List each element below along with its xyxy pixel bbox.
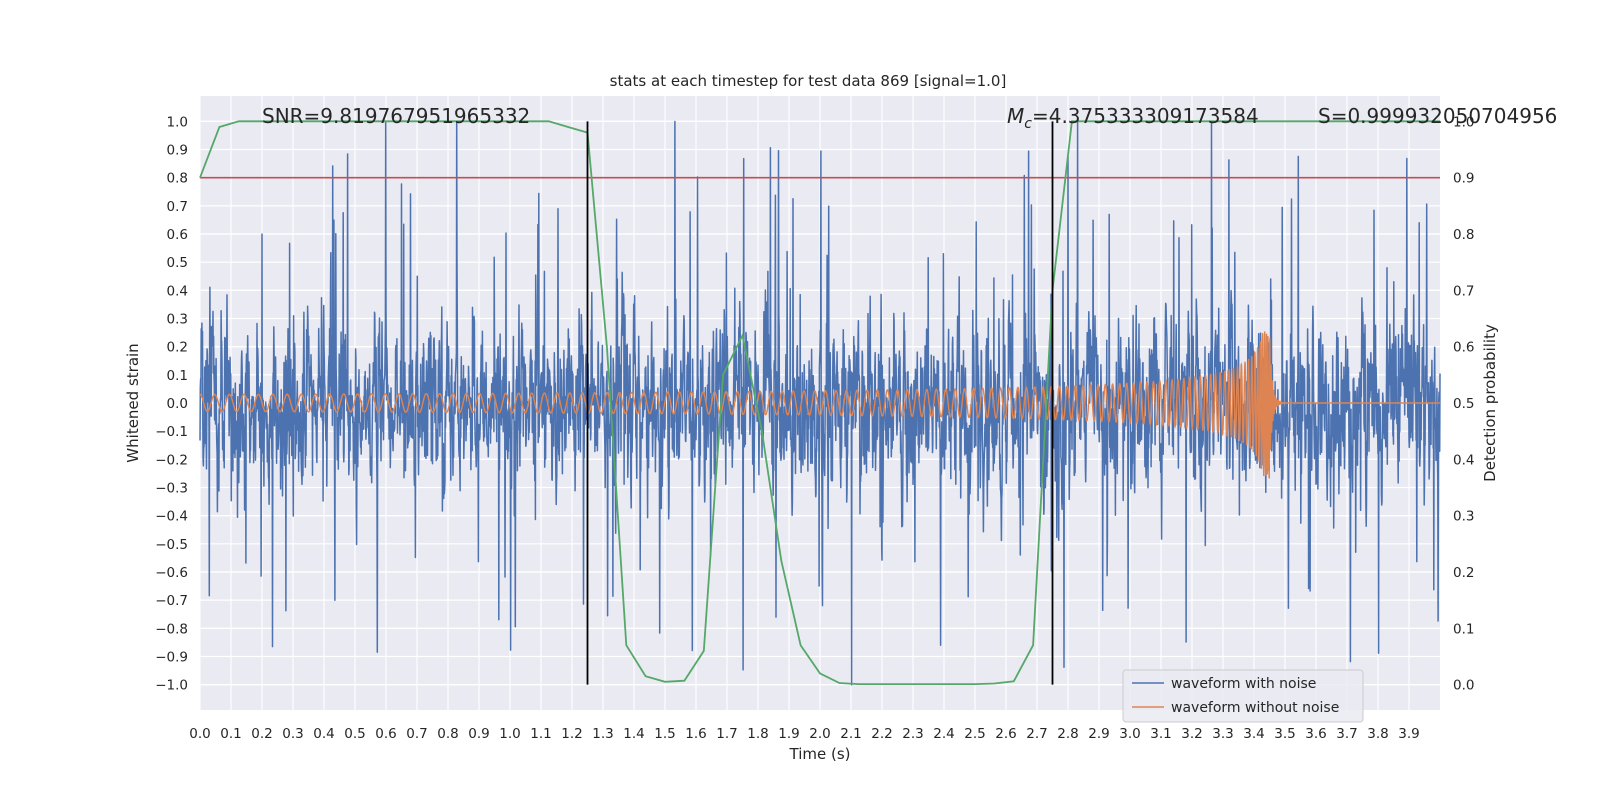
x-tick-label: 2.8 — [1057, 726, 1078, 742]
y-tick-label: −0.8 — [155, 621, 188, 637]
y-tick-label: 0.2 — [167, 340, 188, 356]
y-tick-label: 1.0 — [167, 114, 188, 130]
y-tick-label: −0.2 — [155, 452, 188, 468]
x-tick-label: 1.3 — [592, 726, 613, 742]
x-tick-label: 1.7 — [716, 726, 737, 742]
y2-tick-labels: 1.0 0.9 0.8 0.7 0.6 0.5 0.4 0.3 0.2 0.1 0.0 — [1453, 114, 1474, 693]
data-layer — [199, 120, 1441, 686]
x-tick-label: 0.8 — [437, 726, 458, 742]
x-tick-label: 1.8 — [747, 726, 768, 742]
y2-tick-label: 0.3 — [1453, 509, 1474, 525]
y-tick-label: −1.0 — [155, 678, 188, 694]
y-axis-label: Whitened strain — [124, 343, 142, 462]
x-tick-label: 1.9 — [778, 726, 799, 742]
y2-tick-label: 0.2 — [1453, 565, 1474, 581]
y2-axis-label: Detection probability — [1481, 324, 1499, 482]
x-tick-label: 2.0 — [809, 726, 830, 742]
x-axis-label: Time (s) — [789, 745, 851, 763]
y2-tick-label: 1.0 — [1453, 114, 1474, 130]
x-tick-label: 3.2 — [1181, 726, 1202, 742]
x-tick-label: 3.9 — [1398, 726, 1419, 742]
x-tick-label: 0.3 — [282, 726, 303, 742]
y-tick-labels: 1.0 0.9 0.8 0.7 0.6 0.5 0.4 0.3 0.2 0.1 0.0 −0.1 −0.… — [155, 114, 188, 693]
x-tick-label: 3.4 — [1243, 726, 1264, 742]
y2-tick-label: 0.6 — [1453, 340, 1474, 356]
y-tick-label: −0.7 — [155, 593, 188, 609]
x-tick-label: 2.9 — [1088, 726, 1109, 742]
y2-tick-label: 0.1 — [1453, 621, 1474, 637]
y2-tick-label: 0.7 — [1453, 283, 1474, 299]
y-tick-label: 0.3 — [167, 312, 188, 328]
y-tick-label: −0.4 — [155, 509, 188, 525]
legend-label-noisy: waveform with noise — [1171, 676, 1316, 692]
chart-title: stats at each timestep for test data 869… — [610, 72, 1007, 90]
y-tick-label: −0.9 — [155, 649, 188, 665]
x-tick-label: 2.3 — [902, 726, 923, 742]
x-tick-label: 3.7 — [1336, 726, 1357, 742]
y-tick-label: 0.1 — [167, 368, 188, 384]
mc-annotation: Mc=4.375333309173584 — [1007, 104, 1259, 132]
x-tick-label: 3.5 — [1274, 726, 1295, 742]
x-tick-label: 2.4 — [933, 726, 954, 742]
x-tick-label: 1.0 — [499, 726, 520, 742]
series-clean-waveform — [199, 331, 1440, 479]
x-tick-label: 2.2 — [871, 726, 892, 742]
y2-tick-label: 0.0 — [1453, 678, 1474, 694]
y-tick-label: 0.8 — [167, 171, 188, 187]
legend-box — [1122, 669, 1364, 723]
y-tick-label: 0.6 — [167, 227, 188, 243]
y-tick-label: −0.5 — [155, 537, 188, 553]
y2-tick-label: 0.5 — [1453, 396, 1474, 412]
x-tick-label: 0.0 — [189, 726, 210, 742]
s-annotation: S=0.999932050704956 — [1318, 104, 1557, 128]
series-detection-probability — [199, 120, 1440, 685]
x-tick-label: 1.1 — [530, 726, 551, 742]
y2-tick-label: 0.8 — [1453, 227, 1474, 243]
legend-label-clean: waveform without noise — [1171, 700, 1339, 716]
snr-annotation: SNR=9.819767951965332 — [262, 104, 530, 128]
y-tick-label: 0.0 — [167, 396, 188, 412]
x-tick-label: 3.6 — [1305, 726, 1326, 742]
y-tick-label: −0.3 — [155, 480, 188, 496]
y2-tick-label: 0.9 — [1453, 171, 1474, 187]
x-tick-label: 1.6 — [685, 726, 706, 742]
x-tick-label: 0.4 — [313, 726, 334, 742]
legend: waveform with noise waveform without noi… — [1122, 669, 1364, 723]
x-tick-label: 3.3 — [1212, 726, 1233, 742]
x-tick-label: 2.5 — [964, 726, 985, 742]
x-tick-label: 2.1 — [840, 726, 861, 742]
y-tick-label: 0.4 — [167, 283, 188, 299]
x-tick-label: 1.5 — [654, 726, 675, 742]
x-tick-label: 0.7 — [406, 726, 427, 742]
y-tick-label: 0.7 — [167, 199, 188, 215]
x-tick-label: 1.4 — [623, 726, 644, 742]
x-tick-label: 2.7 — [1026, 726, 1047, 742]
y-tick-label: 0.5 — [167, 255, 188, 271]
x-tick-label: 2.6 — [995, 726, 1016, 742]
mc-symbol: M — [1007, 104, 1024, 128]
x-tick-label: 3.0 — [1119, 726, 1140, 742]
y-tick-label: 0.9 — [167, 143, 188, 159]
y-tick-label: −0.6 — [155, 565, 188, 581]
x-tick-label: 1.2 — [561, 726, 582, 742]
x-tick-label: 3.1 — [1150, 726, 1171, 742]
x-tick-labels: 0.0 0.1 0.2 0.3 0.4 0.5 0.6 0.7 0.8 0.9 1.0 1.1 1.2 1… — [189, 726, 1419, 742]
x-tick-label: 0.1 — [220, 726, 241, 742]
y2-tick-label: 0.4 — [1453, 452, 1474, 468]
x-tick-label: 3.8 — [1367, 726, 1388, 742]
mc-subscript: c — [1024, 116, 1032, 132]
x-tick-label: 0.9 — [468, 726, 489, 742]
x-tick-label: 0.6 — [375, 726, 396, 742]
x-tick-label: 0.5 — [344, 726, 365, 742]
y-tick-label: −0.1 — [155, 424, 188, 440]
x-tick-label: 0.2 — [251, 726, 272, 742]
mc-value: =4.375333309173584 — [1032, 104, 1259, 128]
